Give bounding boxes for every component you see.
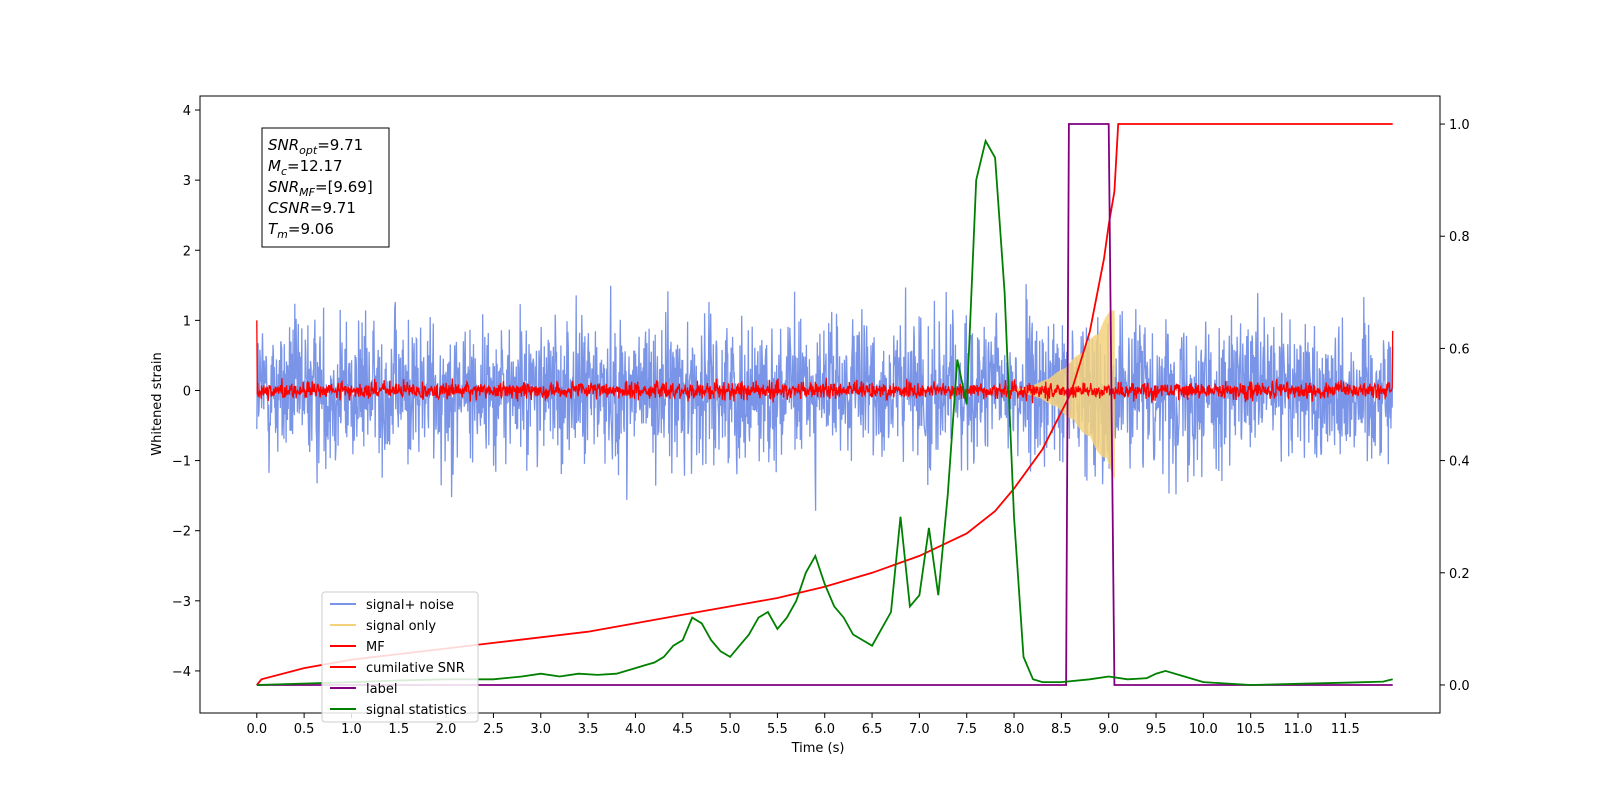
series-signal-noise	[256, 284, 1394, 511]
x-tick-label: 4.0	[625, 722, 646, 737]
annotation-line: SNRopt=9.71	[268, 136, 363, 157]
series-label	[256, 123, 1393, 686]
x-axis-label: Time (s)	[791, 741, 845, 756]
y-tick-label: −4	[172, 665, 191, 680]
x-tick-label: 6.5	[862, 722, 883, 737]
y-tick-label: 0	[183, 384, 191, 399]
annotation-line: Tm=9.06	[268, 220, 334, 241]
y2-tick-label: 0.0	[1449, 679, 1470, 694]
y2-tick-label: 0.4	[1449, 455, 1470, 470]
x-tick-label: 1.0	[341, 722, 362, 737]
x-tick-label: 3.5	[578, 722, 599, 737]
x-tick-label: 7.0	[909, 722, 930, 737]
legend-entry: label	[366, 682, 397, 697]
x-tick-label: 10.5	[1236, 722, 1265, 737]
y-tick-label: 2	[183, 244, 191, 259]
x-tick-label: 4.5	[672, 722, 693, 737]
series-mf	[256, 320, 1394, 404]
series-signal-statistics	[256, 138, 1393, 686]
x-tick-label: 0.5	[294, 722, 315, 737]
y-tick-label: −1	[172, 455, 191, 470]
y2-tick-label: 1.0	[1449, 118, 1470, 133]
y2-tick-label: 0.2	[1449, 567, 1470, 582]
legend-entry: signal statistics	[366, 703, 467, 718]
x-tick-label: 2.0	[436, 722, 457, 737]
annotation-line: CSNR=9.71	[268, 199, 356, 217]
x-tick-label: 8.5	[1051, 722, 1072, 737]
annotation-frame	[261, 127, 390, 248]
axes: 0.0 0.5 1.0 1.5 2.0 2.5 3.0 3.5 4.0 4.5 5.0 5.5 6.0 6…	[172, 104, 1470, 737]
y-tick-label: 1	[183, 314, 191, 329]
y2-tick-label: 0.8	[1449, 230, 1470, 245]
legend: signal+ noise signal only MF cumilative SNR…	[321, 591, 479, 723]
x-tick-label: 8.0	[1004, 722, 1025, 737]
y-tick-label: 3	[183, 174, 191, 189]
annotation-line: SNRMF=[9.69]	[268, 178, 373, 199]
y2-tick-label: 0.6	[1449, 342, 1470, 357]
y-tick-label: −2	[172, 525, 191, 540]
annotation-box: SNRopt=9.71Mc=12.17SNRMF=[9.69]CSNR=9.71…	[261, 127, 390, 248]
annotation-line: Mc=12.17	[268, 157, 343, 178]
plot-frame	[199, 95, 1441, 714]
x-tick-label: 6.0	[814, 722, 835, 737]
x-tick-label: 3.0	[530, 722, 551, 737]
y-axis-label: Whitened strain	[150, 352, 165, 455]
x-tick-label: 9.0	[1098, 722, 1119, 737]
x-tick-label: 5.0	[720, 722, 741, 737]
legend-entry: MF	[366, 640, 385, 655]
x-tick-label: 2.5	[483, 722, 504, 737]
x-tick-label: 11.5	[1331, 722, 1360, 737]
x-tick-label: 10.0	[1189, 722, 1218, 737]
x-tick-label: 0.0	[246, 722, 267, 737]
x-tick-label: 5.5	[767, 722, 788, 737]
legend-entry: signal+ noise	[366, 598, 454, 613]
y-tick-label: −3	[172, 595, 191, 610]
x-tick-label: 9.5	[1146, 722, 1167, 737]
y-tick-label: 4	[183, 104, 191, 119]
legend-entry: signal only	[366, 619, 436, 634]
legend-frame	[321, 591, 479, 723]
x-tick-label: 11.0	[1284, 722, 1313, 737]
legend-entry: cumilative SNR	[366, 661, 465, 676]
x-tick-label: 7.5	[956, 722, 977, 737]
x-tick-label: 1.5	[388, 722, 409, 737]
